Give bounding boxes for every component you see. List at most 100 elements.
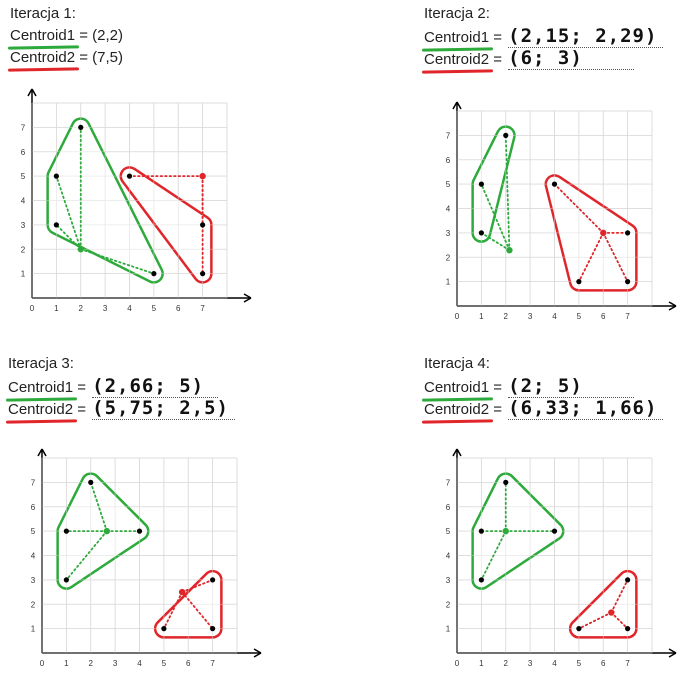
y-axis-arrow bbox=[27, 88, 37, 97]
x-tick-label: 6 bbox=[601, 659, 606, 668]
red-assignment-line bbox=[610, 611, 629, 630]
x-tick-label: 7 bbox=[625, 312, 630, 321]
x-tick-label: 0 bbox=[30, 304, 35, 313]
red-assignment-line bbox=[181, 591, 214, 630]
red-assignment-line bbox=[162, 591, 184, 630]
data-point bbox=[53, 222, 59, 228]
y-tick-label: 3 bbox=[446, 229, 451, 238]
y-tick-label: 5 bbox=[446, 180, 451, 189]
data-point bbox=[78, 124, 84, 130]
centroid-marker bbox=[502, 527, 509, 535]
centroid-marker bbox=[199, 172, 206, 180]
x-axis-arrow bbox=[243, 293, 252, 303]
y-tick-label: 4 bbox=[21, 197, 26, 206]
centroid2-label: Centroid2 bbox=[424, 49, 489, 71]
data-point bbox=[478, 230, 484, 236]
red-assignment-line bbox=[181, 578, 214, 593]
y-tick-label: 7 bbox=[21, 123, 26, 132]
x-tick-label: 4 bbox=[552, 312, 557, 321]
y-tick-label: 3 bbox=[446, 576, 451, 585]
centroid-marker bbox=[608, 609, 615, 616]
green-assignment-line bbox=[55, 175, 82, 251]
centroid-marker bbox=[77, 246, 84, 253]
x-tick-label: 5 bbox=[162, 659, 167, 668]
green-assignment-line bbox=[480, 530, 507, 581]
red-assignment-line bbox=[577, 611, 613, 630]
centroid1-value: = (2,2) bbox=[79, 27, 123, 44]
data-point bbox=[210, 626, 216, 632]
centroid1-value: (2,15; 2,29) bbox=[508, 25, 664, 48]
y-tick-label: 6 bbox=[21, 148, 26, 157]
x-tick-label: 0 bbox=[455, 312, 460, 321]
x-tick-label: 1 bbox=[479, 659, 484, 668]
iteration-title: Iteracja 2: bbox=[424, 5, 490, 22]
data-point bbox=[503, 479, 509, 485]
centroid-marker bbox=[506, 246, 513, 254]
green-assignment-line bbox=[89, 481, 108, 533]
y-axis-arrow bbox=[37, 448, 47, 457]
data-point bbox=[625, 279, 631, 285]
panel-header: Iteracja 3: Centroid1 = (2,66; 5) Centro… bbox=[8, 353, 235, 421]
x-axis-arrow bbox=[668, 301, 677, 311]
y-tick-label: 1 bbox=[31, 625, 36, 634]
scatter-plot: 0 1 2 3 4 5 6 7 1 2 3 4 5 6 7 bbox=[446, 101, 677, 321]
data-point bbox=[478, 181, 484, 187]
y-tick-label: 7 bbox=[446, 478, 451, 487]
x-tick-label: 0 bbox=[455, 659, 460, 668]
x-tick-label: 5 bbox=[152, 304, 157, 313]
data-point bbox=[161, 626, 167, 632]
y-tick-label: 6 bbox=[446, 503, 451, 512]
panel-iteration-1: Iteracja 1: Centroid1 = (2,2) Centroid2 … bbox=[0, 0, 345, 330]
x-tick-label: 3 bbox=[528, 659, 533, 668]
centroid1-label: Centroid1 bbox=[424, 27, 489, 49]
y-tick-label: 1 bbox=[446, 278, 451, 287]
y-tick-label: 5 bbox=[31, 527, 36, 536]
centroid1-label: Centroid1 bbox=[10, 25, 75, 47]
data-point bbox=[53, 173, 59, 179]
y-tick-label: 2 bbox=[446, 600, 451, 609]
x-tick-label: 4 bbox=[137, 659, 142, 668]
x-tick-label: 2 bbox=[79, 304, 84, 313]
y-axis-arrow bbox=[452, 101, 462, 110]
panel-iteration-2: Iteracja 2: Centroid1 = (2,15; 2,29) Cen… bbox=[350, 0, 695, 330]
data-point bbox=[63, 528, 69, 534]
centroid2-label: Centroid2 bbox=[8, 399, 73, 421]
panel-header: Iteracja 4: Centroid1 = (2; 5) Centroid2… bbox=[424, 353, 664, 421]
scatter-plot: 0 1 2 3 4 5 6 7 1 2 3 4 5 6 7 bbox=[446, 448, 677, 668]
centroid-marker bbox=[600, 229, 607, 237]
x-tick-label: 6 bbox=[186, 659, 191, 668]
green-assignment-line bbox=[65, 530, 108, 581]
centroid2-label: Centroid2 bbox=[424, 399, 489, 421]
x-tick-label: 3 bbox=[103, 304, 108, 313]
data-point bbox=[478, 528, 484, 534]
y-tick-label: 2 bbox=[31, 600, 36, 609]
y-tick-label: 4 bbox=[446, 205, 451, 214]
y-tick-label: 7 bbox=[446, 131, 451, 140]
iteration-title: Iteracja 1: bbox=[10, 5, 76, 22]
red-assignment-line bbox=[577, 231, 605, 283]
red-assignment-line bbox=[610, 578, 629, 614]
y-tick-label: 2 bbox=[21, 245, 26, 254]
data-point bbox=[88, 479, 94, 485]
data-point bbox=[136, 528, 143, 534]
centroid-marker bbox=[178, 588, 186, 596]
y-tick-label: 5 bbox=[21, 172, 26, 181]
data-point bbox=[625, 230, 631, 236]
y-tick-label: 3 bbox=[21, 221, 26, 230]
x-tick-label: 1 bbox=[64, 659, 69, 668]
data-point bbox=[625, 626, 631, 632]
y-tick-label: 1 bbox=[21, 270, 26, 279]
x-tick-label: 3 bbox=[528, 312, 533, 321]
centroid2-label: Centroid2 bbox=[10, 47, 75, 69]
data-point bbox=[576, 279, 582, 285]
data-point bbox=[503, 132, 509, 138]
data-point bbox=[210, 577, 216, 583]
panel-iteration-4: Iteracja 4: Centroid1 = (2; 5) Centroid2… bbox=[350, 345, 695, 688]
centroid1-label: Centroid1 bbox=[8, 377, 73, 399]
data-point bbox=[625, 577, 631, 583]
y-tick-label: 4 bbox=[446, 552, 451, 561]
x-tick-label: 7 bbox=[625, 659, 630, 668]
data-point bbox=[551, 528, 558, 534]
x-axis-arrow bbox=[668, 648, 677, 658]
data-point bbox=[151, 271, 157, 277]
